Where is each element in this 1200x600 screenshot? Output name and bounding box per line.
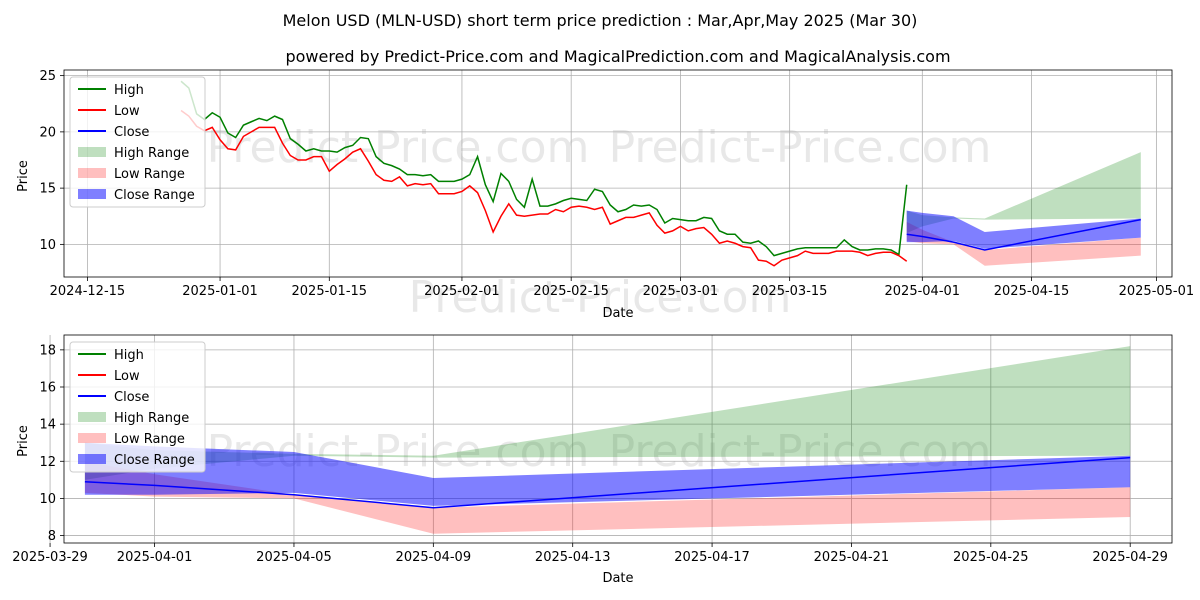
legend-bottom: High Low Close High Range Low Range Close Ran… xyxy=(69,341,206,473)
legend-close-label: Close xyxy=(114,390,149,405)
legend-low-range-swatch xyxy=(78,168,106,178)
close-range-band xyxy=(84,442,1131,506)
low-line xyxy=(180,109,908,267)
x-tick-label: 2025-02-15 xyxy=(533,284,609,299)
close-range-band xyxy=(906,210,1141,249)
legend-high-label: High xyxy=(114,83,144,98)
y-tick-label: 25 xyxy=(39,69,56,84)
bottom-xlabel: Date xyxy=(602,571,633,586)
high-range-band xyxy=(84,346,1131,480)
y-tick-label: 12 xyxy=(39,455,56,470)
plot-area-bottom xyxy=(84,346,1131,534)
legend-top: High Low Close High Range Low Range Close Ran… xyxy=(69,76,206,208)
legend-high-range-swatch xyxy=(78,412,106,422)
chart-subtitle: powered by Predict-Price.com and Magical… xyxy=(285,47,950,66)
watermark-mid: Predict-Price.com xyxy=(409,272,792,323)
watermark-top-2: Predict-Price.com xyxy=(609,122,992,173)
x-tick-label: 2025-01-01 xyxy=(182,284,258,299)
chart-title: Melon USD (MLN-USD) short term price pre… xyxy=(283,11,918,30)
legend-close-range-swatch xyxy=(78,454,106,464)
low-range-band xyxy=(84,461,1131,534)
y-tick-label: 10 xyxy=(39,238,56,253)
x-tick-label: 2025-03-29 xyxy=(12,550,88,565)
plot-area-top xyxy=(180,80,1141,267)
panel-top: Predict-Price.com Predict-Price.com Pred… xyxy=(39,69,1194,323)
close-line xyxy=(84,456,1131,509)
legend-close-range-label: Close Range xyxy=(114,188,195,203)
x-tick-label: 2025-04-05 xyxy=(256,550,332,565)
x-tick-label: 2025-03-01 xyxy=(643,284,719,299)
x-tick-label: 2025-04-15 xyxy=(994,284,1070,299)
axes-frame xyxy=(63,334,1173,544)
legend-low-range-label: Low Range xyxy=(114,432,185,447)
x-tick-label: 2024-12-15 xyxy=(50,284,126,299)
top-xlabel: Date xyxy=(602,306,633,321)
x-tick-label: 2025-01-15 xyxy=(292,284,368,299)
x-tick-label: 2025-04-29 xyxy=(1092,550,1168,565)
y-tick-label: 20 xyxy=(39,125,56,140)
top-ylabel: Price xyxy=(16,160,31,192)
high-line xyxy=(180,80,908,257)
x-tick-label: 2025-05-01 xyxy=(1119,284,1195,299)
legend-close-label: Close xyxy=(114,125,149,140)
legend-low-label: Low xyxy=(114,369,140,384)
legend-high-range-label: High Range xyxy=(114,411,189,426)
x-tick-label: 2025-04-17 xyxy=(674,550,750,565)
x-tick-label: 2025-03-15 xyxy=(752,284,828,299)
y-tick-label: 18 xyxy=(39,343,56,358)
legend-close-range-label: Close Range xyxy=(114,453,195,468)
legend-close-range-swatch xyxy=(78,189,106,199)
y-tick-label: 10 xyxy=(39,492,56,507)
bottom-ylabel: Price xyxy=(16,425,31,457)
low-range-band xyxy=(906,221,1141,266)
legend-low-range-swatch xyxy=(78,433,106,443)
x-tick-label: 2025-02-01 xyxy=(424,284,500,299)
legend-high-range-swatch xyxy=(78,147,106,157)
high-range-band xyxy=(906,152,1141,234)
x-tick-label: 2025-04-21 xyxy=(814,550,890,565)
legend-low-label: Low xyxy=(114,104,140,119)
y-tick-label: 16 xyxy=(39,381,56,396)
x-tick-label: 2025-04-09 xyxy=(396,550,472,565)
x-tick-label: 2025-04-25 xyxy=(953,550,1029,565)
x-tick-label: 2025-04-01 xyxy=(117,550,193,565)
x-tick-label: 2025-04-13 xyxy=(535,550,611,565)
panel-bottom: Predict-Price.com Predict-Price.com 2025… xyxy=(12,334,1173,565)
legend-high-label: High xyxy=(114,348,144,363)
y-tick-label: 15 xyxy=(39,182,56,197)
y-tick-label: 14 xyxy=(39,418,56,433)
watermark-top-1: Predict-Price.com xyxy=(207,122,590,173)
axes-frame xyxy=(63,69,1173,278)
close-line xyxy=(906,218,1141,251)
legend-low-range-label: Low Range xyxy=(114,167,185,182)
y-tick-label: 8 xyxy=(48,529,56,544)
legend-high-range-label: High Range xyxy=(114,146,189,161)
x-tick-label: 2025-04-01 xyxy=(885,284,961,299)
